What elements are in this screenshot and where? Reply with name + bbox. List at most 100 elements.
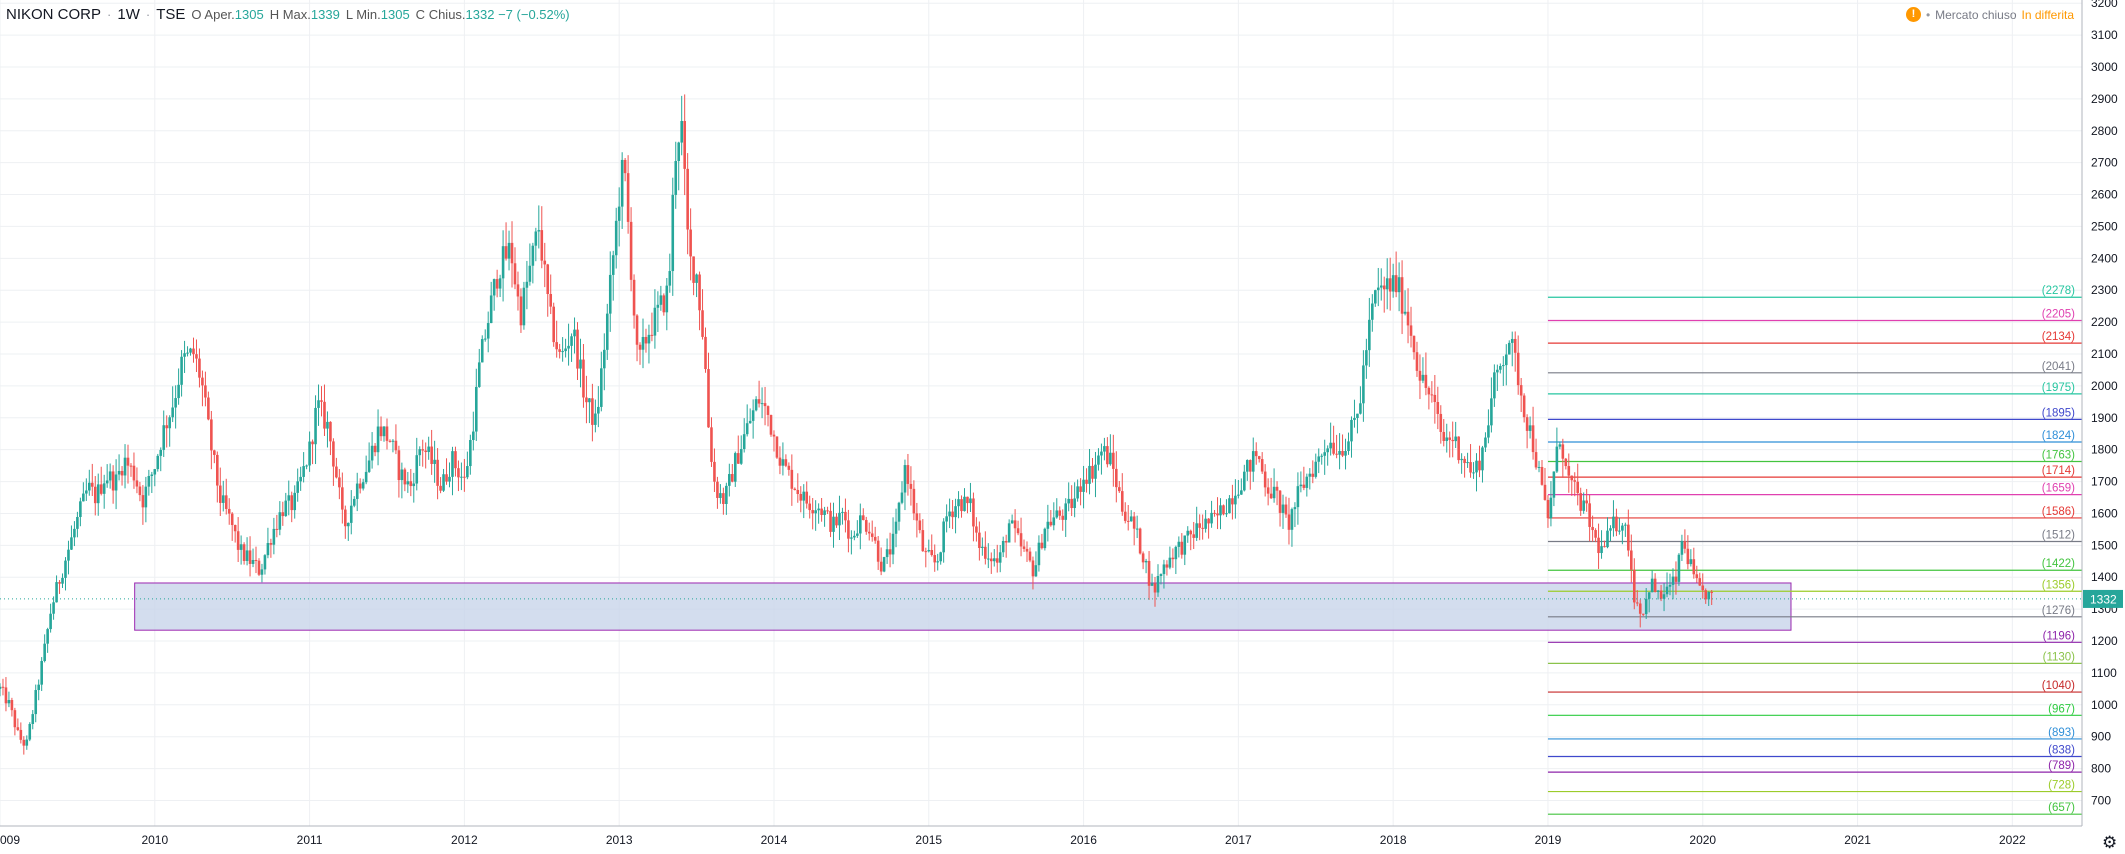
candle-body — [1594, 530, 1597, 538]
candle-body — [73, 528, 76, 538]
candle-body — [924, 551, 928, 553]
candle-body — [1412, 335, 1416, 353]
level-label: (1763) — [2042, 449, 2075, 461]
candle-body — [525, 281, 529, 288]
candle-body — [975, 526, 978, 533]
candle-body — [1204, 518, 1207, 529]
symbol-legend[interactable]: NIKON CORP · 1W · TSE O Aper.1305 H Max.… — [6, 6, 570, 23]
level-label: (1196) — [2043, 630, 2076, 642]
candle-body — [1341, 450, 1344, 456]
time-axis[interactable]: 009 2010 2011 2012 2013 2014 2015 2016 2017 2018 2… — [0, 825, 2117, 853]
candle-body — [686, 168, 689, 230]
candle-body — [355, 483, 359, 499]
candle-body — [332, 441, 335, 467]
candle-body — [576, 329, 579, 369]
last-price-badge[interactable] — [2083, 589, 2123, 608]
candle-body — [466, 466, 469, 478]
candle-body — [582, 359, 585, 398]
candle-body — [67, 549, 70, 561]
candle-body — [873, 536, 877, 541]
candle-body — [1257, 456, 1261, 460]
candle-body — [1332, 442, 1335, 454]
candle-body — [1588, 503, 1591, 527]
candle-body — [710, 427, 713, 462]
candle-body — [805, 491, 809, 504]
horizontal-levels[interactable]: (2278) (2205) (2134) (2041) (1975) (1895) (182… — [1547, 285, 2082, 815]
candle-body — [978, 532, 981, 549]
market-status[interactable]: ! • Mercato chiuso In differita — [1905, 7, 2074, 22]
level-label: (967) — [2048, 703, 2075, 715]
candle-body — [1612, 516, 1615, 529]
warning-icon[interactable]: ! — [1905, 7, 1921, 22]
candle-body — [102, 483, 106, 494]
candle-body — [204, 385, 207, 398]
candle-body — [912, 488, 916, 514]
candle-body — [552, 306, 555, 343]
candle-body — [28, 723, 32, 740]
candle-body — [829, 510, 832, 532]
candle-body — [972, 498, 975, 527]
candle-body — [64, 560, 67, 578]
level-label: (657) — [2048, 802, 2075, 814]
candle-body — [477, 362, 481, 387]
y-tick-label: 2000 — [2091, 379, 2118, 393]
candle-body — [1225, 513, 1228, 515]
candle-body — [1371, 303, 1374, 320]
candle-body — [933, 555, 937, 563]
candle-body — [617, 206, 621, 221]
level-label: (1040) — [2042, 680, 2075, 692]
price-axis[interactable]: 7008009001000110012001300140015001600170… — [0, 0, 2123, 826]
candle-body — [597, 406, 600, 414]
candle-body — [987, 558, 990, 560]
level-label: (1512) — [2042, 530, 2075, 542]
candle-body — [1245, 460, 1249, 472]
candle-body — [1531, 425, 1535, 453]
high-label: H — [269, 7, 280, 22]
level-label: (893) — [2048, 727, 2075, 739]
candle-body — [748, 420, 752, 424]
candle-body — [1147, 560, 1151, 586]
support-zone-rect[interactable] — [134, 582, 1792, 631]
candle-body — [903, 465, 907, 493]
candle-body — [745, 423, 749, 435]
candle-body — [796, 489, 800, 494]
interval-label[interactable]: 1W — [117, 6, 140, 23]
candle-body — [46, 629, 49, 644]
candle-body — [1165, 564, 1169, 568]
x-tick-label: 2017 — [1225, 833, 1252, 847]
support-zone[interactable] — [134, 582, 1792, 631]
candle-body — [963, 496, 966, 512]
candle-body — [698, 274, 701, 311]
y-tick-label: 1600 — [2091, 506, 2118, 520]
y-tick-label: 1500 — [2091, 538, 2118, 552]
candle-body — [1088, 465, 1091, 484]
candle-body — [85, 490, 88, 494]
candle-body — [1624, 524, 1627, 526]
candle-body — [108, 471, 112, 481]
symbol-name[interactable]: NIKON CORP — [6, 6, 102, 23]
candle-body — [1650, 578, 1654, 593]
candle-body — [1421, 374, 1425, 381]
candle-body — [602, 349, 606, 369]
candle-body — [1073, 498, 1076, 509]
candle-body — [731, 474, 734, 482]
candle-body — [942, 521, 945, 553]
settings-gear-icon[interactable]: ⚙ — [2102, 833, 2117, 853]
delayed-label[interactable]: In differita — [2021, 7, 2074, 22]
candle-body — [814, 510, 817, 514]
candle-body — [1359, 403, 1362, 414]
candle-body — [719, 493, 722, 498]
candle-body — [626, 173, 630, 222]
candle-body — [1692, 559, 1696, 575]
candle-body — [832, 516, 835, 532]
candle-body — [1314, 461, 1318, 477]
candle-body — [52, 602, 55, 614]
candle-body — [936, 561, 940, 563]
candle-body — [174, 398, 177, 408]
candle-body — [13, 710, 17, 728]
candle-body — [132, 465, 136, 481]
candle-body — [352, 498, 356, 506]
level-label: (1714) — [2042, 465, 2075, 477]
